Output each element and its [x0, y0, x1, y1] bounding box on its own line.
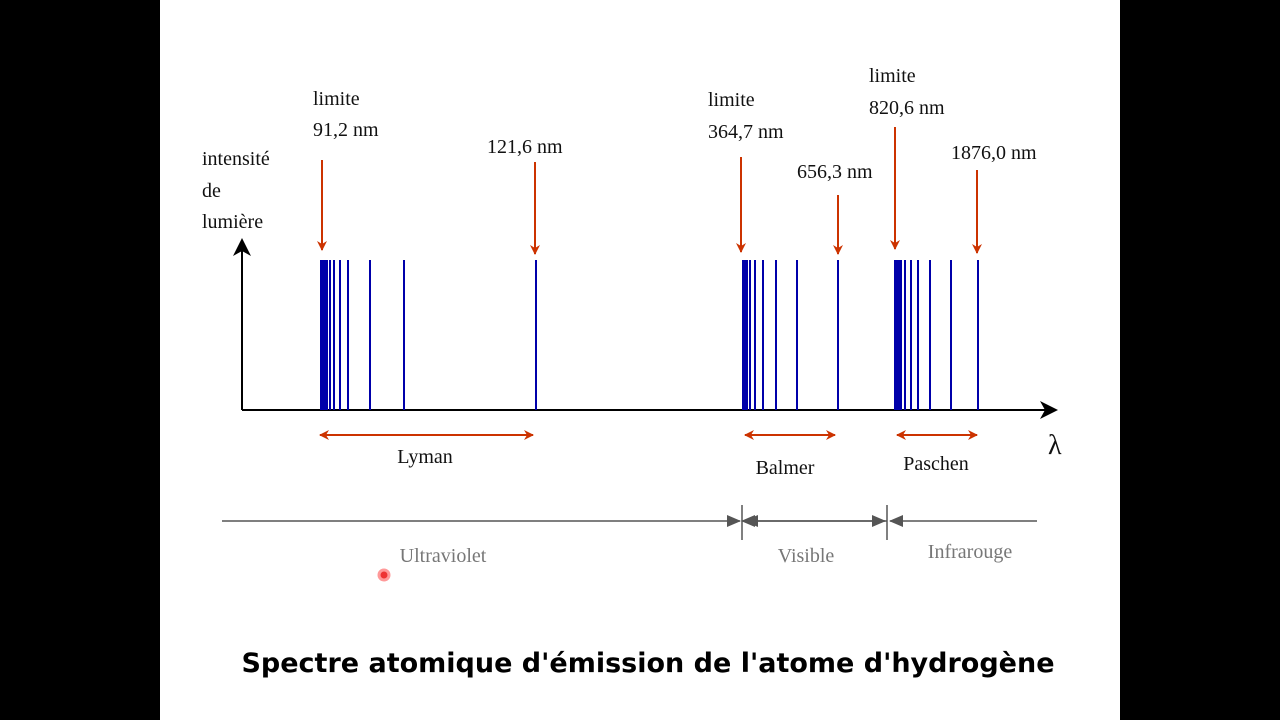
- series-label: Paschen: [903, 453, 969, 475]
- red-arrows: [317, 127, 982, 440]
- series-label: Lyman: [397, 446, 453, 468]
- y-axis-label: lumière: [202, 211, 263, 233]
- annotation: 820,6 nm: [869, 97, 945, 119]
- annotation: limite: [313, 88, 360, 110]
- y-axis-label: de: [202, 180, 221, 202]
- caption: Spectre atomique d'émission de l'atome d…: [241, 648, 1054, 679]
- slide-background: [160, 0, 1120, 720]
- spectral-lines: [320, 260, 979, 410]
- annotation: 121,6 nm: [487, 136, 563, 158]
- x-axis-label: λ: [1048, 430, 1062, 461]
- region-label: Infrarouge: [928, 541, 1013, 563]
- series-label: Balmer: [756, 457, 815, 479]
- region-label: Ultraviolet: [400, 545, 487, 567]
- pointer-dot: [377, 568, 391, 582]
- y-axis-label: intensité: [202, 148, 270, 170]
- annotation: 91,2 nm: [313, 119, 379, 141]
- annotation: 1876,0 nm: [951, 142, 1037, 164]
- annotation: 364,7 nm: [708, 121, 784, 143]
- annotation: 656,3 nm: [797, 161, 873, 183]
- annotation: limite: [869, 65, 916, 87]
- region-scale: [222, 505, 1037, 540]
- diagram: intensité de lumière λ limite 91,2 nm 12…: [202, 65, 1062, 679]
- region-label: Visible: [778, 545, 835, 567]
- annotation: limite: [708, 89, 755, 111]
